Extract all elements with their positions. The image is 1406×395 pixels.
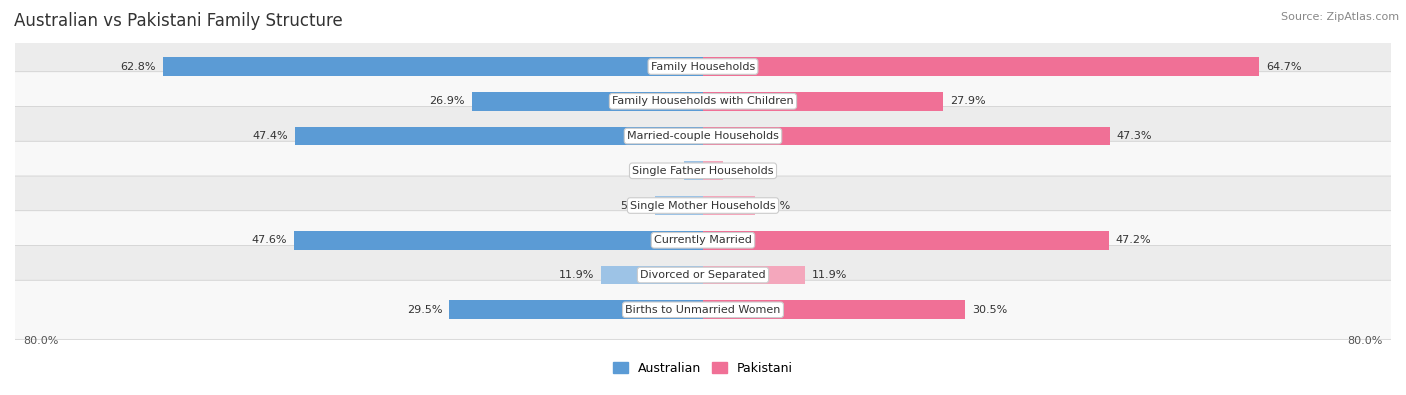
Text: Family Households: Family Households — [651, 62, 755, 71]
FancyBboxPatch shape — [13, 176, 1393, 235]
Bar — [703, 127, 1109, 145]
Bar — [703, 57, 1260, 76]
FancyBboxPatch shape — [13, 246, 1393, 305]
Text: 47.3%: 47.3% — [1116, 131, 1152, 141]
Bar — [450, 300, 703, 319]
FancyBboxPatch shape — [13, 280, 1393, 339]
Bar — [163, 57, 703, 76]
Bar — [703, 300, 966, 319]
Bar — [471, 92, 703, 111]
Text: Single Father Households: Single Father Households — [633, 166, 773, 176]
Text: Source: ZipAtlas.com: Source: ZipAtlas.com — [1281, 12, 1399, 22]
Text: Australian vs Pakistani Family Structure: Australian vs Pakistani Family Structure — [14, 12, 343, 30]
Bar — [703, 231, 1109, 250]
Text: 27.9%: 27.9% — [950, 96, 986, 106]
Bar — [600, 265, 703, 284]
Bar — [655, 196, 703, 215]
FancyBboxPatch shape — [13, 37, 1393, 96]
Bar — [703, 162, 723, 180]
Bar — [703, 265, 806, 284]
Bar — [295, 127, 703, 145]
Text: 2.3%: 2.3% — [730, 166, 758, 176]
Text: 64.7%: 64.7% — [1267, 62, 1302, 71]
Bar — [703, 92, 943, 111]
FancyBboxPatch shape — [13, 211, 1393, 270]
FancyBboxPatch shape — [13, 107, 1393, 166]
Text: 2.2%: 2.2% — [648, 166, 678, 176]
Text: 11.9%: 11.9% — [558, 270, 593, 280]
Text: 26.9%: 26.9% — [429, 96, 465, 106]
Text: 6.1%: 6.1% — [762, 201, 790, 211]
Text: 30.5%: 30.5% — [972, 305, 1008, 315]
Text: 80.0%: 80.0% — [24, 337, 59, 346]
Text: Births to Unmarried Women: Births to Unmarried Women — [626, 305, 780, 315]
Text: 29.5%: 29.5% — [406, 305, 443, 315]
Text: 62.8%: 62.8% — [121, 62, 156, 71]
Text: 47.2%: 47.2% — [1116, 235, 1152, 245]
Legend: Australian, Pakistani: Australian, Pakistani — [609, 357, 797, 380]
Text: 47.4%: 47.4% — [253, 131, 288, 141]
Text: Divorced or Separated: Divorced or Separated — [640, 270, 766, 280]
Bar — [685, 162, 703, 180]
FancyBboxPatch shape — [13, 141, 1393, 200]
Text: Married-couple Households: Married-couple Households — [627, 131, 779, 141]
Text: Family Households with Children: Family Households with Children — [612, 96, 794, 106]
Bar — [703, 196, 755, 215]
Text: Single Mother Households: Single Mother Households — [630, 201, 776, 211]
Text: 11.9%: 11.9% — [813, 270, 848, 280]
Text: 5.6%: 5.6% — [620, 201, 648, 211]
FancyBboxPatch shape — [13, 72, 1393, 131]
Text: 80.0%: 80.0% — [1347, 337, 1382, 346]
Text: 47.6%: 47.6% — [252, 235, 287, 245]
Text: Currently Married: Currently Married — [654, 235, 752, 245]
Bar — [294, 231, 703, 250]
